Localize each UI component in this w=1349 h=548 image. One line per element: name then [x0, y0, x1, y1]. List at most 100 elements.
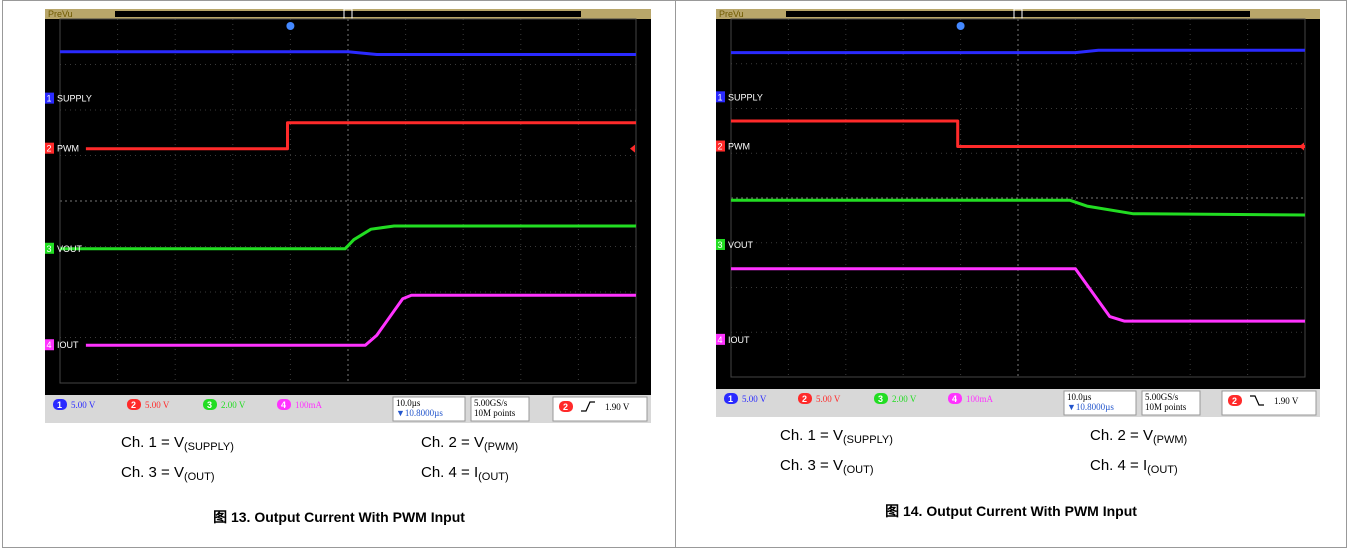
channel-label-supply: SUPPLY — [728, 92, 763, 102]
channel-scale-2: 5.00 V — [816, 394, 841, 404]
timebase-box — [1063, 390, 1137, 416]
waveform-supply — [731, 48, 1305, 55]
sample-rate-box — [1141, 390, 1201, 416]
channel-scale-1: 5.00 V — [742, 394, 767, 404]
sample-rate: 5.00GS/s — [474, 398, 508, 408]
channel-badge-number: 4 — [952, 394, 957, 404]
channel-badge-number: 2 — [802, 394, 807, 404]
legend-ch3: Ch. 3 = V(OUT) — [780, 457, 874, 476]
trigger-level-arrow — [630, 144, 635, 153]
acquisition-state: PreVu — [719, 9, 744, 19]
timebase-value: 10.0µs — [396, 398, 421, 408]
readout-bar — [45, 395, 651, 423]
channel-marker-1 — [716, 91, 725, 103]
channel-badge-3 — [203, 399, 217, 410]
channel-marker-number: 2 — [718, 142, 723, 152]
channel-scale-3: 2.00 V — [221, 400, 246, 410]
channel-label-pwm: PWM — [57, 144, 79, 154]
scope-plot-13: PreVu 1 SUPPLY 2 PWM 3 VOUT 4 IOUT 1 5.00 V 2 5.00 V… — [45, 9, 651, 423]
channel-scale-4: 100mA — [966, 394, 994, 404]
legend-ch3: Ch. 3 = V(OUT) — [121, 464, 215, 483]
channel-marker-4 — [716, 333, 725, 345]
trigger-channel-badge — [559, 401, 573, 412]
trigger-position-readout: ▼10.8000µs — [396, 408, 443, 418]
legend-ch2: Ch. 2 = V(PWM) — [1090, 427, 1188, 446]
channel-badge-number: 4 — [281, 400, 286, 410]
channel-label-supply: SUPPLY — [57, 94, 92, 104]
channel-badge-number: 1 — [57, 400, 62, 410]
channel-marker-2 — [716, 140, 725, 152]
channel-badge-1 — [724, 393, 738, 404]
trigger-position-marker — [956, 22, 965, 30]
trigger-slope-icon — [581, 401, 595, 412]
channel-badge-4 — [948, 393, 962, 404]
graticule-border — [59, 18, 637, 384]
channel-marker-number: 3 — [47, 244, 52, 254]
channel-scale-3: 2.00 V — [892, 394, 917, 404]
channel-badge-number: 3 — [878, 394, 883, 404]
figure-13-panel: PreVu 1 SUPPLY 2 PWM 3 VOUT 4 IOUT 1 5.00 V 2 5.00 V… — [2, 0, 676, 548]
channel-marker-number: 1 — [718, 92, 723, 102]
channel-badge-1 — [53, 399, 67, 410]
channel-badge-2 — [127, 399, 141, 410]
record-view-strip — [115, 11, 581, 17]
waveform-iout — [85, 293, 636, 347]
scope-plot-14: PreVu 1 SUPPLY 2 PWM 3 VOUT 4 IOUT 1 5.00 V 2 5.00 V… — [716, 9, 1320, 417]
graticule-border — [730, 18, 1306, 378]
trigger-level: 1.90 V — [605, 402, 630, 412]
legend-ch4: Ch. 4 = I(OUT) — [1090, 457, 1178, 476]
channel-label-iout: IOUT — [57, 340, 79, 350]
readout-bar — [716, 389, 1320, 417]
legend-ch1: Ch. 1 = V(SUPPLY) — [780, 427, 893, 446]
trigger-level: 1.90 V — [1274, 396, 1299, 406]
channel-marker-number: 4 — [718, 335, 723, 345]
channel-scale-2: 5.00 V — [145, 400, 170, 410]
legend-ch1: Ch. 1 = V(SUPPLY) — [121, 434, 234, 453]
channel-label-vout: VOUT — [57, 244, 83, 254]
channel-marker-number: 3 — [718, 240, 723, 250]
record-length: 10M points — [474, 408, 516, 418]
sample-rate: 5.00GS/s — [1145, 392, 1179, 402]
legend-ch4: Ch. 4 = I(OUT) — [421, 464, 509, 483]
timebase-value: 10.0µs — [1067, 392, 1092, 402]
scope-screen-14: PreVu 1 SUPPLY 2 PWM 3 VOUT 4 IOUT 1 5.00 V 2 5.00 V… — [716, 9, 1320, 417]
record-length: 10M points — [1145, 402, 1187, 412]
trigger-channel-number: 2 — [1232, 396, 1237, 406]
waveform-vout — [731, 198, 1306, 217]
channel-label-iout: IOUT — [728, 335, 750, 345]
waveform-supply — [60, 50, 636, 56]
channel-scale-1: 5.00 V — [71, 400, 96, 410]
channel-badge-4 — [277, 399, 291, 410]
channel-label-pwm: PWM — [728, 142, 750, 152]
channel-marker-number: 4 — [47, 340, 52, 350]
channel-badge-number: 2 — [131, 400, 136, 410]
trigger-position-readout: ▼10.8000µs — [1067, 402, 1114, 412]
waveform-pwm — [731, 119, 1305, 148]
timebase-box — [392, 396, 466, 422]
channel-scale-4: 100mA — [295, 400, 323, 410]
channel-marker-4 — [45, 339, 54, 351]
sample-rate-box — [470, 396, 530, 422]
channel-marker-3 — [716, 238, 725, 250]
channel-badge-number: 1 — [728, 394, 733, 404]
channel-label-vout: VOUT — [728, 240, 754, 250]
figure-caption: 图 14. Output Current With PWM Input — [885, 503, 1137, 519]
trigger-slope-icon — [1250, 395, 1264, 406]
scope-screen-13: PreVu 1 SUPPLY 2 PWM 3 VOUT 4 IOUT 1 5.00 V 2 5.00 V… — [45, 9, 651, 423]
trigger-channel-badge — [1228, 395, 1242, 406]
channel-badge-2 — [798, 393, 812, 404]
legend-ch2: Ch. 2 = V(PWM) — [421, 434, 519, 453]
figure-14-panel: PreVu 1 SUPPLY 2 PWM 3 VOUT 4 IOUT 1 5.00 V 2 5.00 V… — [676, 0, 1347, 548]
channel-badge-3 — [874, 393, 888, 404]
figure-caption: 图 13. Output Current With PWM Input — [213, 509, 465, 525]
trigger-level-arrow — [1299, 142, 1304, 151]
waveform-vout — [60, 224, 636, 251]
channel-marker-number: 1 — [47, 94, 52, 104]
channel-marker-2 — [45, 142, 54, 154]
acquisition-state: PreVu — [48, 9, 73, 19]
trigger-position-marker — [286, 22, 295, 30]
waveform-iout — [731, 267, 1305, 323]
channel-marker-3 — [45, 242, 54, 254]
trigger-channel-number: 2 — [563, 402, 568, 412]
channel-marker-number: 2 — [47, 144, 52, 154]
